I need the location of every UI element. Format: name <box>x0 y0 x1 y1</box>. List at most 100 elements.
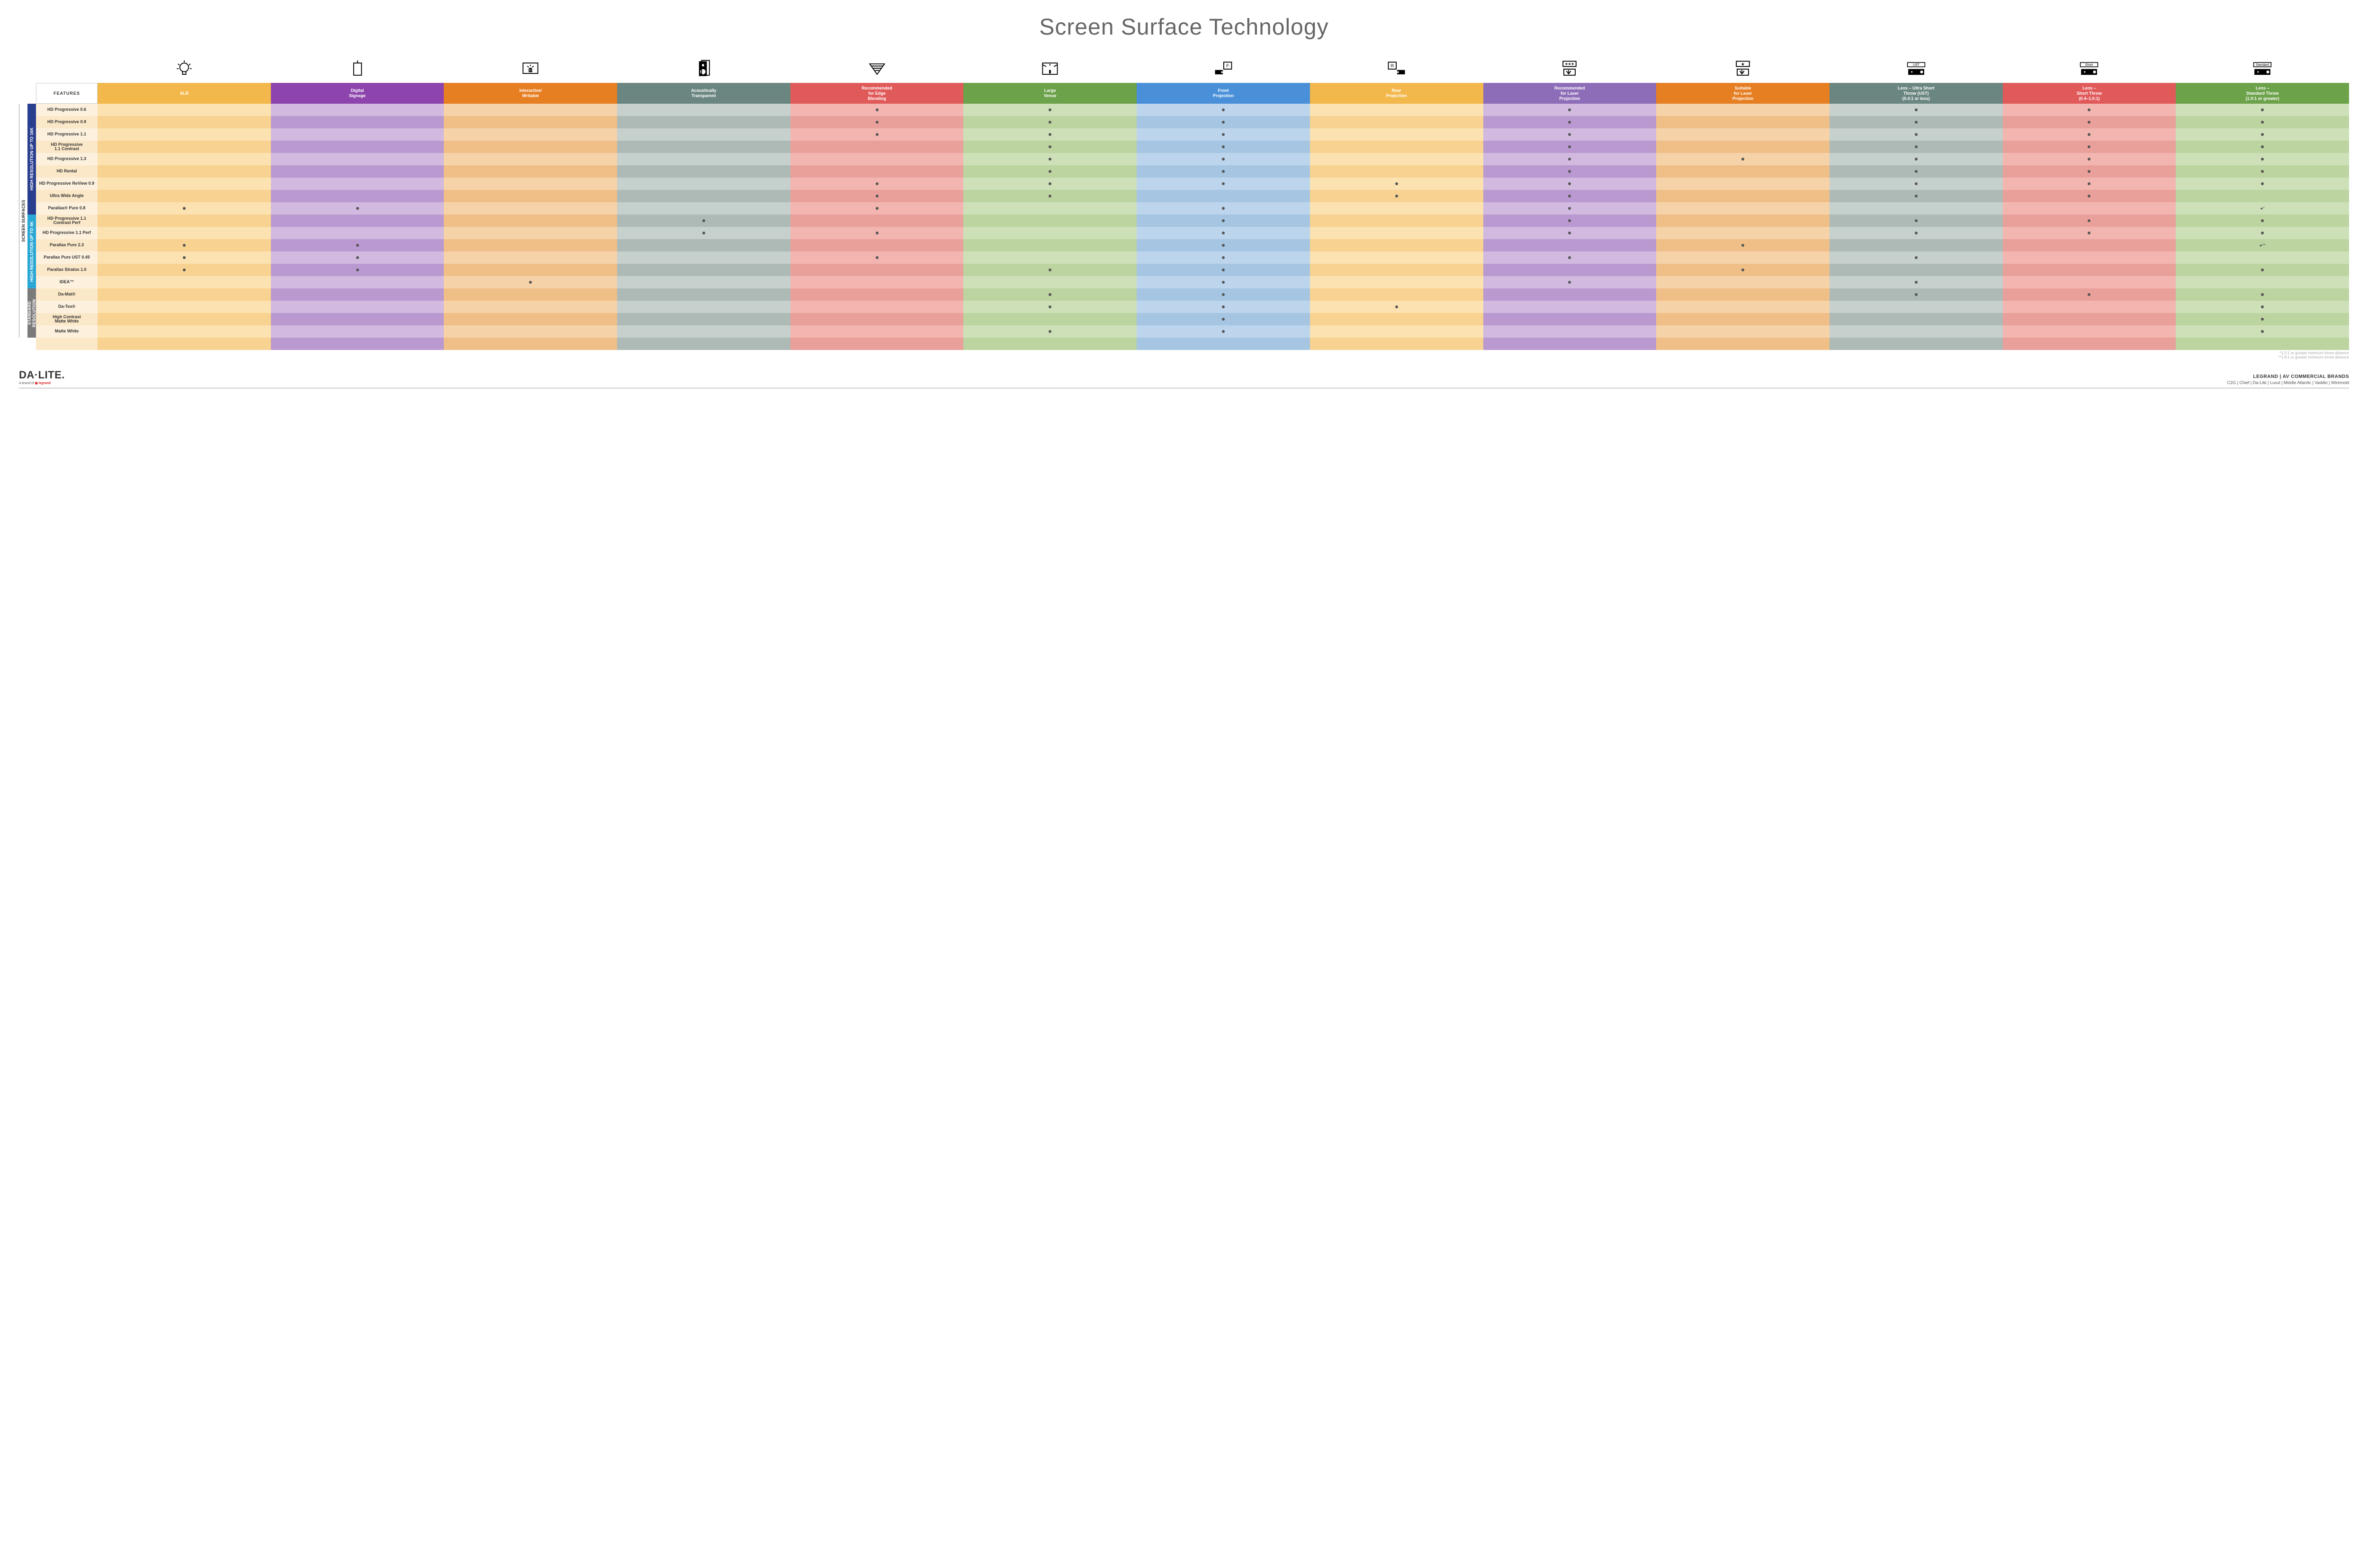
cell-signage <box>271 325 444 338</box>
col-header-large: LargeVenue <box>963 83 1137 104</box>
cell-acoustic <box>617 116 790 128</box>
cell-signage <box>271 239 444 251</box>
cell-laserRec <box>1483 190 1657 202</box>
cell-ust <box>1830 215 2003 227</box>
cell-acoustic <box>617 239 790 251</box>
cell-large <box>963 153 1137 165</box>
cell-front <box>1137 116 1310 128</box>
cell-ust <box>1830 141 2003 153</box>
col-header-signage: DigitalSignage <box>271 83 444 104</box>
cell-alr <box>98 141 271 153</box>
cell-ust <box>1830 288 2003 301</box>
cell-edge <box>790 178 964 190</box>
cell-acoustic <box>617 153 790 165</box>
cell-short <box>2003 215 2176 227</box>
cell-alr <box>98 153 271 165</box>
cell-large <box>963 288 1137 301</box>
cell-alr <box>98 313 271 325</box>
row-label: HD Progressive1.1 Contrast <box>36 141 98 153</box>
row-label: Parallax Pure UST 0.45 <box>36 251 98 264</box>
cell-large <box>963 190 1137 202</box>
cell-large <box>963 251 1137 264</box>
cell-signage <box>271 165 444 178</box>
cell-writable <box>444 190 617 202</box>
cell-edge <box>790 128 964 141</box>
large-icon <box>963 54 1137 83</box>
row-label: HD Progressive 1.1 Perf <box>36 227 98 239</box>
cell-alr <box>98 190 271 202</box>
svg-text:★: ★ <box>1741 62 1745 67</box>
col-header-laserSuit: Suitablefor LaserProjection <box>1656 83 1830 104</box>
cell-front <box>1137 178 1310 190</box>
cell-ust <box>1830 128 2003 141</box>
cell-std <box>2176 325 2349 338</box>
cell-front <box>1137 313 1310 325</box>
col-header-edge: Recommendedfor EdgeBlending <box>790 83 964 104</box>
cell-short <box>2003 128 2176 141</box>
cell-laserSuit <box>1656 128 1830 141</box>
cell-short <box>2003 251 2176 264</box>
cell-short <box>2003 239 2176 251</box>
cell-rear <box>1310 178 1483 190</box>
cell-alr <box>98 264 271 276</box>
cell-short <box>2003 313 2176 325</box>
cell-edge <box>790 227 964 239</box>
svg-text:★★★: ★★★ <box>1565 62 1574 66</box>
col-header-short: Lens –Short Throw(0.4–1.0:1) <box>2003 83 2176 104</box>
cell-large <box>963 104 1137 116</box>
cell-alr <box>98 301 271 313</box>
footnotes: *1.5:1 or greater minimum throw distance… <box>19 351 2349 359</box>
cell-laserSuit <box>1656 264 1830 276</box>
cell-std <box>2176 128 2349 141</box>
cell-front <box>1137 202 1310 215</box>
cell-edge <box>790 215 964 227</box>
row-label: HD Progressive 0.6 <box>36 104 98 116</box>
cell-std <box>2176 288 2349 301</box>
row-label: HD Progressive 1.3 <box>36 153 98 165</box>
cell-signage <box>271 227 444 239</box>
cell-std: ●** <box>2176 239 2349 251</box>
cell-edge <box>790 325 964 338</box>
cell-signage <box>271 301 444 313</box>
cell-short <box>2003 190 2176 202</box>
cell-front <box>1137 141 1310 153</box>
cell-laserSuit <box>1656 276 1830 288</box>
cell-signage <box>271 264 444 276</box>
cell-acoustic <box>617 202 790 215</box>
cell-laserSuit <box>1656 165 1830 178</box>
cell-acoustic <box>617 276 790 288</box>
cell-large <box>963 264 1137 276</box>
cell-large <box>963 128 1137 141</box>
cell-laserRec <box>1483 153 1657 165</box>
cell-ust <box>1830 239 2003 251</box>
cell-writable <box>444 165 617 178</box>
row-label: Da-Tex® <box>36 301 98 313</box>
cell-edge <box>790 202 964 215</box>
cell-laserRec <box>1483 116 1657 128</box>
cell-std <box>2176 301 2349 313</box>
cell-ust <box>1830 227 2003 239</box>
row-label: HD Progressive 1.1 <box>36 128 98 141</box>
cell-front <box>1137 288 1310 301</box>
cell-laserRec <box>1483 215 1657 227</box>
cell-short <box>2003 165 2176 178</box>
cell-rear <box>1310 190 1483 202</box>
cell-laserRec <box>1483 202 1657 215</box>
cell-writable <box>444 313 617 325</box>
cell-std <box>2176 313 2349 325</box>
cell-signage <box>271 251 444 264</box>
cell-short <box>2003 227 2176 239</box>
cell-alr <box>98 227 271 239</box>
cell-short <box>2003 288 2176 301</box>
cell-rear <box>1310 141 1483 153</box>
cell-std <box>2176 227 2349 239</box>
cell-laserRec <box>1483 251 1657 264</box>
cell-front <box>1137 190 1310 202</box>
cell-laserSuit <box>1656 301 1830 313</box>
cell-std: ●* <box>2176 202 2349 215</box>
cell-writable <box>444 116 617 128</box>
cell-laserSuit <box>1656 215 1830 227</box>
cell-short <box>2003 202 2176 215</box>
cell-alr <box>98 276 271 288</box>
cell-front <box>1137 215 1310 227</box>
